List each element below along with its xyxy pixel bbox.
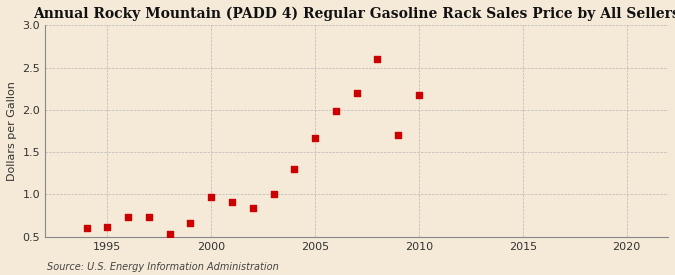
Point <box>81 226 92 230</box>
Point <box>351 91 362 95</box>
Y-axis label: Dollars per Gallon: Dollars per Gallon <box>7 81 17 181</box>
Point <box>164 232 175 236</box>
Title: Annual Rocky Mountain (PADD 4) Regular Gasoline Rack Sales Price by All Sellers: Annual Rocky Mountain (PADD 4) Regular G… <box>33 7 675 21</box>
Point <box>289 167 300 171</box>
Point <box>372 57 383 61</box>
Point <box>268 192 279 197</box>
Point <box>310 136 321 140</box>
Point <box>206 195 217 199</box>
Point <box>393 133 404 138</box>
Point <box>331 109 342 113</box>
Point <box>414 93 425 98</box>
Point <box>144 215 155 219</box>
Point <box>123 215 134 219</box>
Point <box>185 221 196 226</box>
Point <box>102 224 113 229</box>
Point <box>247 206 258 210</box>
Text: Source: U.S. Energy Information Administration: Source: U.S. Energy Information Administ… <box>47 262 279 272</box>
Point <box>227 200 238 204</box>
